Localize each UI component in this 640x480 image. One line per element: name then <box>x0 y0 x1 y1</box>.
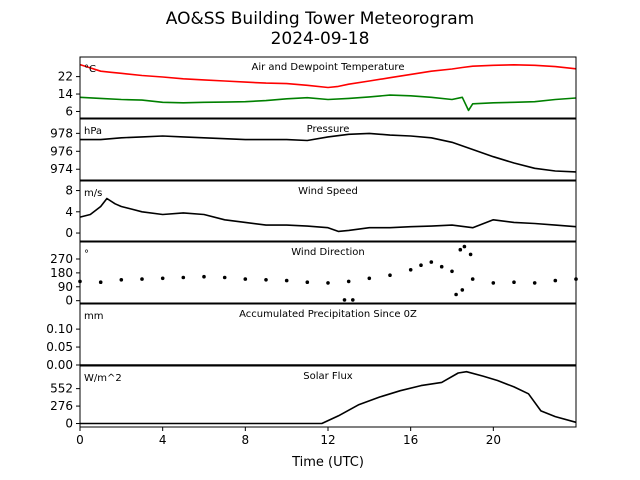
panel-3-ytick-label: 4 <box>65 205 73 219</box>
panel-4-point <box>460 288 465 292</box>
panel-2-unit: hPa <box>84 126 102 137</box>
x-tick-label: 16 <box>403 433 418 447</box>
panel-4-point <box>367 276 372 281</box>
panel-6-title: Solar Flux <box>303 371 353 382</box>
panel-2-series-1 <box>80 132 577 173</box>
panel-2-title: Pressure <box>307 124 350 135</box>
panel-4-point <box>512 280 516 285</box>
panel-1-frame <box>79 56 577 119</box>
panel-6-ytick-label: 552 <box>50 382 73 396</box>
panel-5-ytick-label: 0.05 <box>46 340 73 354</box>
panel-4-point <box>470 277 475 281</box>
panel-5-ytick-label: 0.10 <box>46 322 73 336</box>
panel-4-point <box>454 292 458 297</box>
panel-3-unit: m/s <box>84 188 102 199</box>
panel-1-ytick-label: 22 <box>58 70 73 84</box>
x-tick-label: 8 <box>242 433 250 447</box>
x-axis-label: Time (UTC) <box>291 455 364 470</box>
panel-3: 0 4 8 Wind Speed m/s <box>65 180 577 242</box>
panel-4-point <box>491 281 496 285</box>
panel-6-ytick-label: 276 <box>50 399 73 413</box>
panel-4-point <box>243 277 248 281</box>
panel-4-ytick-label: 270 <box>50 252 73 266</box>
panel-4-point <box>264 278 268 282</box>
panel-3-series-1 <box>79 197 577 233</box>
panel-4-point <box>346 279 351 284</box>
panel-4-point <box>222 275 227 280</box>
panel-1-ytick-label: 6 <box>65 104 73 118</box>
x-tick-label: 4 <box>159 433 167 447</box>
x-tick-label: 0 <box>76 433 84 447</box>
panel-1-series-2 <box>79 94 577 112</box>
panel-4-point <box>98 280 103 285</box>
panel-6-ytick-label: 0 <box>65 417 73 431</box>
panel-4-point <box>458 247 463 252</box>
panel-2-frame <box>79 118 577 181</box>
x-tick-label: 20 <box>486 433 501 447</box>
panel-4-title: Wind Direction <box>291 247 365 258</box>
panel-4-point <box>439 264 444 269</box>
panel-5-title: Accumulated Precipitation Since 0Z <box>239 309 417 320</box>
panel-4-point <box>462 244 467 249</box>
panel-4-point <box>119 278 124 282</box>
panel-5-ytick-label: 0.00 <box>46 358 73 372</box>
panel-5: 0.00 0.05 0.10 Accumulated Precipitation Si… <box>46 303 577 372</box>
panel-4-ytick-label: 90 <box>58 280 73 294</box>
panel-4-point <box>388 273 392 278</box>
panel-1-series-1 <box>79 63 577 89</box>
panel-4-ytick-label: 0 <box>65 294 73 308</box>
panel-4-unit: ° <box>84 249 89 260</box>
panel-6: 0 276 552 Solar Flux W/m^2 <box>50 365 577 431</box>
panel-1-ytick-label: 14 <box>58 87 73 101</box>
panel-4-point <box>342 298 347 302</box>
figure-title: AO&SS Building Tower Meteorogram <box>166 9 474 29</box>
panel-4-point <box>284 278 289 283</box>
panel-4-point <box>181 275 186 280</box>
panel-2-ytick-label: 978 <box>50 126 73 140</box>
panel-3-ytick-label: 0 <box>65 226 73 240</box>
panel-1: 6 14 22 Air and Dewpoint Temperature °C <box>58 56 577 119</box>
panel-1-title: Air and Dewpoint Temperature <box>252 62 405 73</box>
panel-5-frame <box>79 303 577 366</box>
panel-1-unit: °C <box>84 64 96 75</box>
panel-2: 974 976 978 Pressure hPa <box>50 118 577 181</box>
panel-4-point <box>202 274 206 279</box>
panel-4-point <box>532 281 537 285</box>
panel-4-point <box>429 260 434 264</box>
panel-4-point <box>160 276 165 281</box>
panel-2-ytick-label: 974 <box>50 162 73 176</box>
figure-date: 2024-09-18 <box>271 29 370 49</box>
panel-4-point <box>326 281 330 285</box>
panel-3-ytick-label: 8 <box>65 184 73 198</box>
panel-4-point <box>140 277 144 281</box>
panel-4-point <box>408 268 413 272</box>
panel-5-unit: mm <box>84 311 103 322</box>
panel-4-point <box>468 252 473 257</box>
panel-3-frame <box>79 180 577 242</box>
panel-2-ytick-label: 976 <box>50 144 73 158</box>
panel-4-point <box>419 263 423 268</box>
panel-3-title: Wind Speed <box>298 186 358 197</box>
panel-4-ytick-label: 180 <box>50 266 73 280</box>
panel-4-point <box>450 269 454 274</box>
panel-4-point <box>351 298 355 302</box>
x-tick-label: 12 <box>320 433 335 447</box>
panel-4-point <box>305 280 310 285</box>
panel-6-series-1 <box>80 370 577 425</box>
panel-6-unit: W/m^2 <box>84 373 122 384</box>
panel-4-point <box>553 278 558 283</box>
